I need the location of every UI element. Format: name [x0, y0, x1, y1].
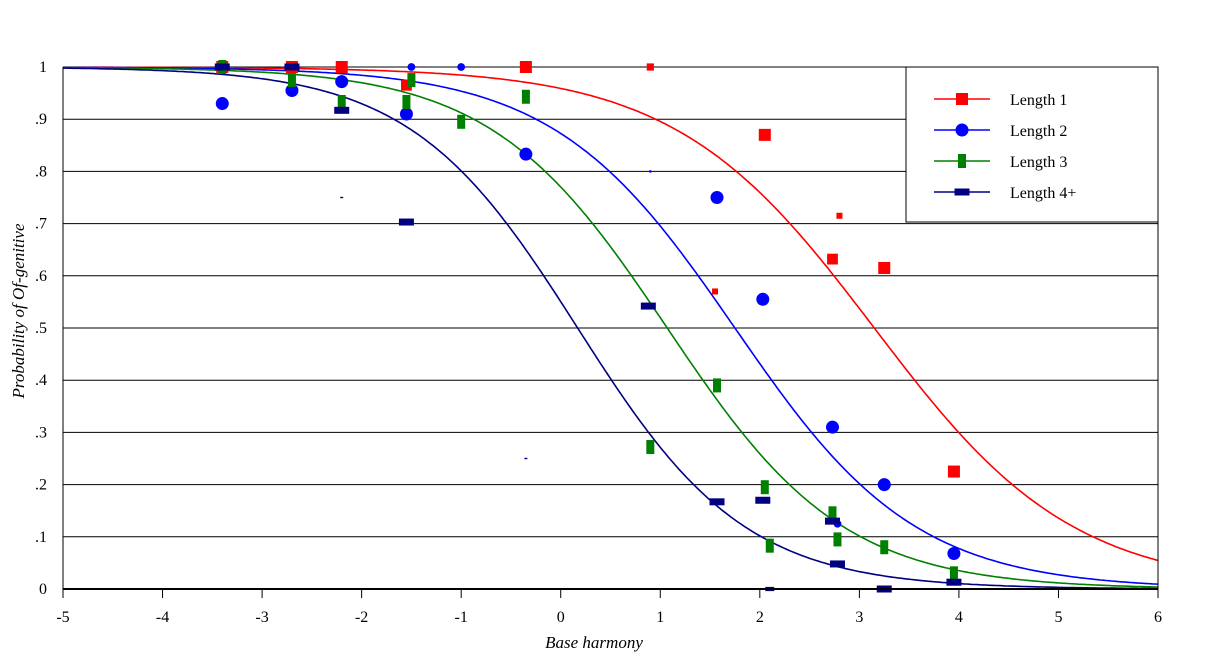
data-point: [407, 73, 416, 88]
data-point: [646, 63, 654, 71]
fit-curve-length-3: [62, 66, 1158, 588]
x-tick-label: -3: [255, 609, 268, 626]
x-tick-label: 5: [1054, 609, 1062, 626]
legend-marker: [956, 93, 968, 105]
fit-curve-length-2: [63, 66, 1159, 585]
legend-label: Length 3: [1010, 154, 1067, 171]
y-tick-label: .6: [35, 268, 47, 285]
x-axis-label: Base harmony: [545, 633, 643, 652]
data-point: [646, 440, 655, 455]
x-tick-label: 4: [955, 609, 963, 626]
y-tick-label: .3: [35, 424, 47, 441]
x-tick-label: -4: [156, 609, 169, 626]
y-tick-label: .4: [35, 372, 47, 389]
data-point: [337, 94, 346, 109]
y-tick-label: .5: [35, 320, 47, 337]
data-point: [947, 465, 960, 478]
data-point: [214, 63, 230, 71]
y-tick-label: .8: [35, 163, 47, 180]
legend-label: Length 4+: [1010, 185, 1076, 202]
legend-box: [905, 66, 1159, 223]
y-tick-label: 0: [39, 581, 47, 598]
data-point: [946, 578, 962, 586]
y-tick-label: .2: [35, 477, 47, 494]
data-point: [709, 498, 725, 506]
data-point: [398, 218, 414, 226]
fit-curves: [62, 66, 1159, 590]
fit-curve-length-4-: [63, 67, 1158, 590]
data-point: [519, 147, 533, 161]
data-point: [829, 560, 845, 568]
legend: Length 1 Length 2 Length 3 Length 4+: [905, 66, 1159, 223]
data-point: [828, 506, 837, 521]
legend-marker: [955, 123, 969, 137]
data-point: [760, 480, 769, 495]
x-tick-label: -2: [355, 609, 368, 626]
data-point: [215, 97, 229, 111]
y-tick-label: 1: [39, 59, 47, 76]
data-point: [758, 128, 771, 141]
y-axis-label: Probability of Of-genitive: [9, 223, 28, 399]
y-tick-label: .9: [35, 111, 47, 128]
data-point: [407, 63, 416, 71]
legend-label: Length 2: [1010, 123, 1067, 140]
x-tick-label: 3: [855, 609, 863, 626]
data-point: [877, 478, 891, 492]
data-point: [521, 89, 530, 104]
data-point: [334, 106, 350, 114]
data-point: [880, 540, 889, 555]
data-point: [335, 61, 348, 73]
data-point: [457, 114, 466, 129]
data-point: [402, 94, 411, 109]
x-tick-label: 0: [557, 609, 565, 626]
legend-label: Length 1: [1010, 92, 1067, 109]
data-point: [833, 532, 842, 547]
data-points: [214, 60, 962, 593]
data-point: [519, 61, 532, 73]
data-point: [284, 63, 300, 71]
x-tick-label: -1: [455, 609, 468, 626]
data-point: [836, 212, 843, 219]
y-axis-label-emph: Of-genitive: [9, 223, 28, 300]
legend-marker: [958, 154, 966, 168]
data-point: [640, 302, 656, 310]
x-tick-label: -5: [56, 609, 69, 626]
data-point: [949, 566, 958, 581]
data-point: [287, 73, 296, 88]
data-point: [335, 75, 349, 89]
data-point: [755, 496, 771, 504]
axes: 0 .1 .2 .3 .4 .5 .6 .7 .8 .9 1 -5 -4 -3 -2 -1 0 1 2 3 4 5 6: [35, 59, 1162, 626]
data-point: [824, 517, 840, 525]
data-point: [649, 170, 652, 173]
data-point: [710, 191, 724, 204]
y-tick-label: .7: [35, 216, 47, 233]
fit-curve-length-1: [63, 66, 1159, 562]
x-tick-label: 1: [656, 609, 664, 626]
data-point: [457, 63, 466, 71]
data-point: [713, 378, 722, 393]
y-axis-label-prefix: Probability of: [9, 300, 28, 400]
data-point: [756, 292, 770, 306]
x-tick-label: 6: [1154, 609, 1162, 626]
data-point: [340, 196, 344, 199]
data-point: [401, 79, 412, 91]
x-tick-label: 2: [756, 609, 764, 626]
data-point: [827, 253, 838, 265]
data-point: [399, 107, 413, 121]
data-point: [878, 261, 891, 274]
data-point: [524, 457, 528, 460]
data-point: [947, 547, 961, 561]
data-point: [765, 538, 774, 553]
data-point: [285, 83, 299, 97]
y-tick-label: .1: [35, 529, 47, 546]
data-point: [825, 420, 839, 434]
data-point: [712, 288, 719, 295]
legend-marker: [954, 188, 970, 196]
